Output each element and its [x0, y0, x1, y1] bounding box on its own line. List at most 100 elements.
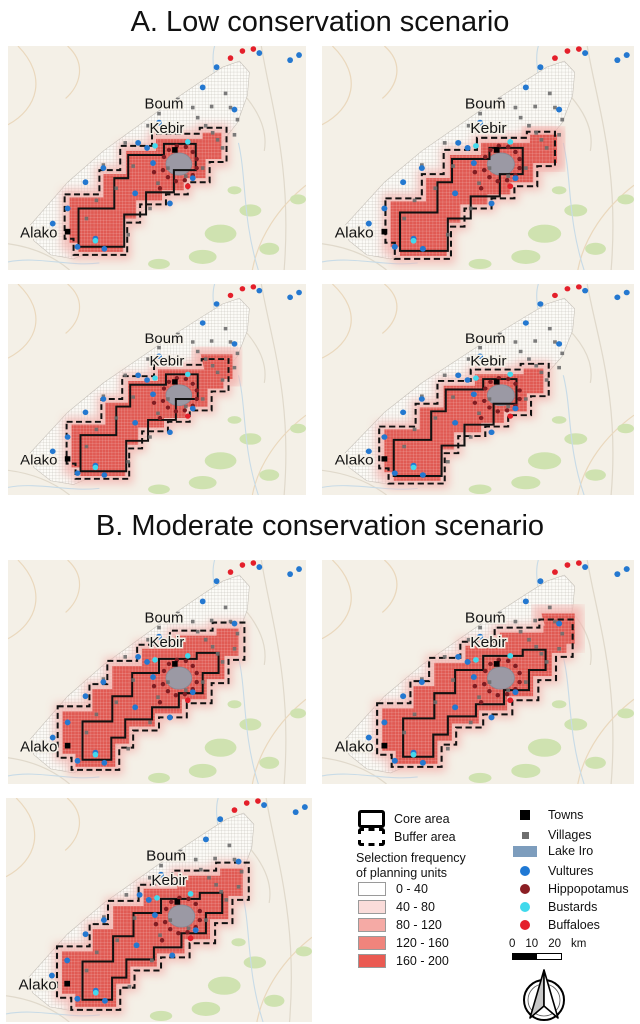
- marker-glyph: [520, 810, 530, 820]
- vegetation-patch: [511, 475, 541, 490]
- river-line: [8, 259, 100, 265]
- map-svg: Boum Kebir Alako: [322, 560, 634, 784]
- vegetation-patch: [468, 484, 492, 495]
- vegetation-patch: [264, 994, 285, 1007]
- label-alako: Alako: [20, 739, 57, 756]
- buffaloes-dots: [185, 560, 257, 704]
- road-line: [64, 798, 81, 851]
- vultures-dots: [49, 287, 302, 478]
- vegetation-patch: [227, 416, 242, 424]
- vultures-dots: [48, 802, 308, 1004]
- road-line: [65, 284, 81, 334]
- vegetation-patch: [551, 416, 567, 424]
- vegetation-patch: [511, 763, 541, 778]
- vultures-dots: [49, 50, 302, 252]
- road-line: [586, 46, 614, 270]
- vegetation-patch: [527, 738, 562, 757]
- core-area-outline: [402, 648, 547, 758]
- vultures-dots: [365, 287, 630, 478]
- vegetation-patch: [290, 423, 306, 434]
- legend-core-area-row: Core area: [358, 810, 450, 828]
- bustards-dots: [92, 653, 191, 758]
- vegetation-patch: [227, 700, 242, 709]
- selection-frequency-title-line1: Selection frequency: [356, 851, 466, 865]
- label-boum: Boum: [465, 331, 506, 347]
- bustards-dots: [410, 371, 514, 471]
- vegetation-patch: [290, 708, 306, 719]
- road-line: [256, 936, 312, 1022]
- label-alako: Alako: [19, 977, 57, 994]
- legend-marker-row-buffaloes: Buffaloes: [512, 918, 600, 932]
- road-line: [65, 46, 81, 99]
- scalebar-white-segment: [537, 954, 561, 959]
- class-swatch: [358, 882, 386, 896]
- vegetation-patch: [564, 433, 588, 445]
- lake-iro: [486, 152, 515, 176]
- core-area-outline: [398, 146, 524, 252]
- vegetation-patch: [191, 1001, 221, 1016]
- road-line: [260, 560, 287, 784]
- selection-grid-overlay: [541, 613, 575, 644]
- road-line: [8, 560, 37, 640]
- bustards-dots: [410, 653, 514, 758]
- legend-marker-row-towns: Towns: [512, 808, 583, 822]
- buffaloes-dots: [187, 798, 261, 942]
- vegetation-patch: [188, 475, 217, 490]
- vegetation-patch: [148, 484, 170, 495]
- vegetation-patch: [204, 224, 237, 243]
- marker-glyph: [520, 884, 530, 894]
- hippopotamus-dots: [151, 376, 199, 421]
- legend-marker-row-villages: Villages: [512, 828, 592, 842]
- section-b-title: B. Moderate conservation scenario: [95, 510, 545, 542]
- road-line: [265, 798, 292, 1022]
- marker-label: Lake Iro: [548, 844, 594, 858]
- road-line: [586, 560, 614, 784]
- legend-class-row: 80 - 120: [358, 918, 442, 932]
- scalebar-20: 20: [548, 938, 561, 950]
- legend-class-row: 120 - 160: [358, 936, 449, 950]
- vegetation-patch: [239, 204, 262, 217]
- marker-label: Towns: [548, 808, 584, 822]
- vegetation-patch: [564, 204, 588, 217]
- map-svg: Boum Kebir Alako: [8, 560, 306, 784]
- villages-dots: [402, 326, 565, 464]
- vegetation-patch: [551, 700, 567, 709]
- buffaloes-dots: [185, 284, 257, 419]
- legend-marker-row-bustards: Bustards: [512, 900, 597, 914]
- marker-label: Bustards: [548, 900, 598, 914]
- road-line: [577, 414, 634, 495]
- buffer-area-icon: [358, 828, 385, 846]
- label-alako: Alako: [20, 225, 57, 242]
- buffer-area-outline: [384, 130, 556, 260]
- road-line: [8, 284, 37, 359]
- marker-label: Villages: [548, 828, 592, 842]
- road-line: [251, 698, 306, 784]
- label-boum: Boum: [145, 95, 184, 112]
- villages-dots: [84, 843, 244, 989]
- hippopotamus-dots: [151, 657, 199, 705]
- map-svg: Boum Kebir Alako: [8, 46, 306, 270]
- class-swatch: [358, 918, 386, 932]
- vegetation-patch: [585, 469, 606, 481]
- buffer-area-outline: [378, 362, 550, 485]
- road-line: [8, 46, 37, 126]
- lake-iro: [165, 666, 193, 690]
- vultures-dots: [365, 50, 630, 252]
- label-boum: Boum: [146, 848, 186, 865]
- core-area-outline: [81, 891, 224, 1001]
- legend-buffer-area-row: Buffer area: [358, 828, 456, 846]
- label-boum: Boum: [144, 331, 183, 347]
- road-line: [322, 469, 387, 495]
- scalebar: [512, 953, 562, 960]
- map-svg: Boum Kebir Alako: [6, 798, 312, 1022]
- road-line: [322, 284, 352, 359]
- vegetation-patch: [243, 956, 267, 969]
- label-kebir: Kebir: [470, 120, 506, 137]
- core-area-label: Core area: [394, 812, 450, 826]
- bustards-dots: [92, 139, 191, 244]
- vegetation-patch: [511, 249, 541, 264]
- buffer-area-label: Buffer area: [394, 830, 456, 844]
- road-line: [251, 184, 306, 270]
- river-line: [237, 142, 259, 270]
- road-line: [260, 284, 287, 495]
